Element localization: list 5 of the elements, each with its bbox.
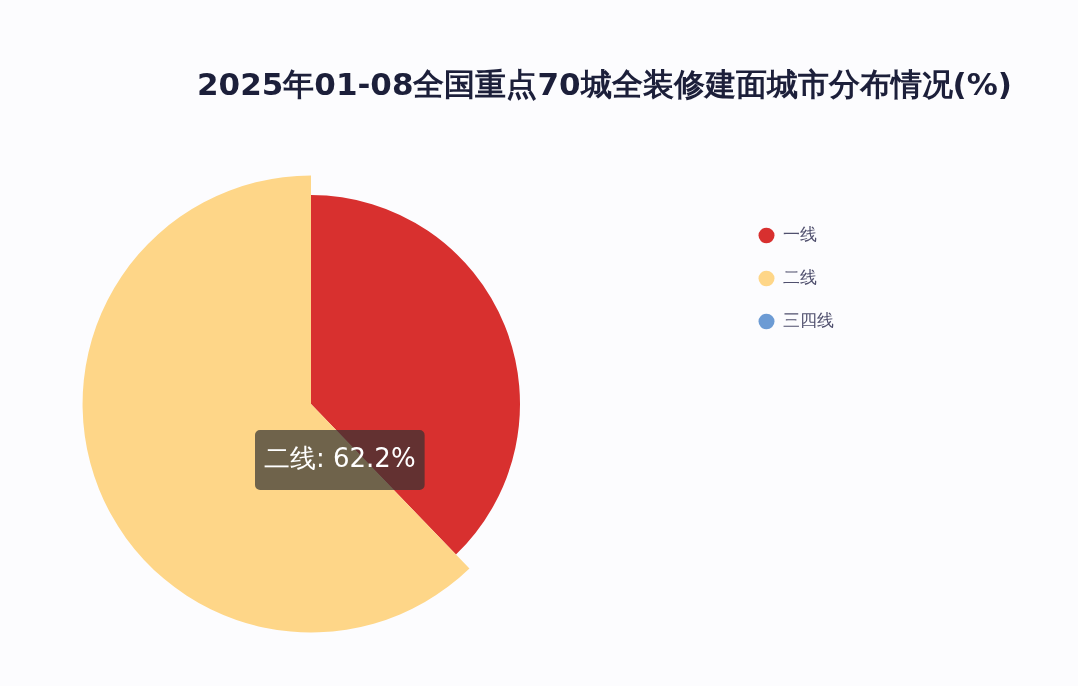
- legend-label: 二线: [783, 266, 817, 287]
- data-label: 二线: 62.2%: [264, 442, 416, 473]
- legend-label: 一线: [783, 223, 817, 244]
- chart-title: 2025年01-08全国重点70城全装修建面城市分布情况(%): [197, 66, 1012, 104]
- legend-label: 三四线: [783, 309, 834, 330]
